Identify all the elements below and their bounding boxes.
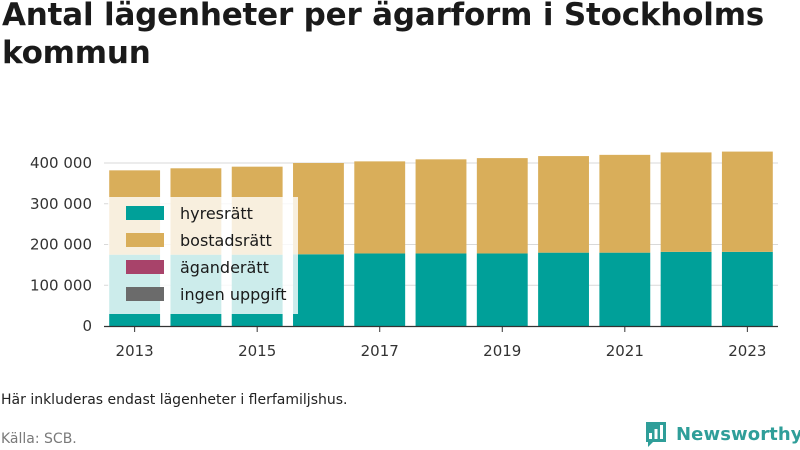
bar-hyresratt[interactable]	[476, 253, 528, 326]
x-tick-label: 2015	[238, 342, 276, 360]
y-tick-label: 400 000	[30, 154, 92, 172]
newsworthy-logo-icon	[646, 422, 666, 447]
legend-swatch[interactable]	[126, 206, 164, 220]
brand-name: Newsworthy	[676, 423, 800, 445]
x-tick-label: 2021	[606, 342, 644, 360]
bar-hyresratt[interactable]	[415, 253, 467, 326]
y-tick-label: 0	[82, 317, 92, 335]
bar-hyresratt[interactable]	[293, 254, 344, 326]
legend-label[interactable]: bostadsrätt	[180, 231, 272, 250]
bar-bostadsratt[interactable]	[293, 163, 344, 255]
chart-title: Antal lägenheter per ägarform i Stockhol…	[2, 0, 765, 71]
legend-label[interactable]: ingen uppgift	[180, 285, 287, 304]
bar-bostadsratt[interactable]	[476, 158, 528, 254]
legend-label[interactable]: äganderätt	[180, 258, 269, 277]
x-tick-label: 2013	[116, 342, 154, 360]
legend-label[interactable]: hyresrätt	[180, 204, 253, 223]
bar-hyresratt[interactable]	[354, 253, 406, 326]
bar-bostadsratt[interactable]	[660, 152, 712, 252]
legend-swatch[interactable]	[126, 260, 164, 274]
bar-hyresratt[interactable]	[538, 252, 589, 326]
x-tick-label: 2019	[483, 342, 521, 360]
x-tick-label: 2017	[361, 342, 399, 360]
chart-note: Här inkluderas endast lägenheter i flerf…	[1, 392, 348, 408]
bar-bostadsratt[interactable]	[354, 161, 406, 254]
y-tick-label: 200 000	[30, 236, 92, 254]
x-tick-label: 2023	[728, 342, 766, 360]
y-tick-label: 100 000	[30, 276, 92, 294]
stacked-bar-chart: 0 100 000 200 000 300 000 400 000 2013 2015 201…	[30, 151, 778, 360]
source-credit: Källa: SCB.	[1, 431, 77, 447]
bar-hyresratt[interactable]	[660, 251, 712, 326]
bar-hyresratt[interactable]	[721, 251, 773, 326]
bar-bostadsratt[interactable]	[415, 159, 467, 254]
bar-hyresratt[interactable]	[599, 252, 651, 326]
bar-bostadsratt[interactable]	[599, 154, 651, 253]
legend-swatch[interactable]	[126, 233, 164, 247]
bar-bostadsratt[interactable]	[538, 156, 589, 253]
y-tick-label: 300 000	[30, 195, 92, 213]
bar-bostadsratt[interactable]	[721, 151, 773, 252]
newsworthy-logo[interactable]: Newsworthy	[644, 419, 800, 449]
legend-swatch[interactable]	[126, 287, 164, 301]
